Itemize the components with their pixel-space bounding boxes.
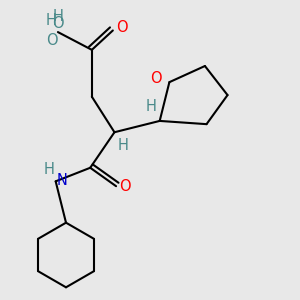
Text: O: O — [46, 33, 57, 48]
Text: H: H — [43, 163, 54, 178]
Text: H: H — [46, 13, 57, 28]
Text: O: O — [150, 71, 161, 86]
Text: N: N — [57, 173, 68, 188]
Text: H: H — [52, 9, 63, 24]
Text: O: O — [119, 179, 131, 194]
Text: O: O — [52, 16, 64, 31]
Text: O: O — [116, 20, 128, 35]
Text: H: H — [118, 138, 129, 153]
Text: H: H — [146, 99, 157, 114]
